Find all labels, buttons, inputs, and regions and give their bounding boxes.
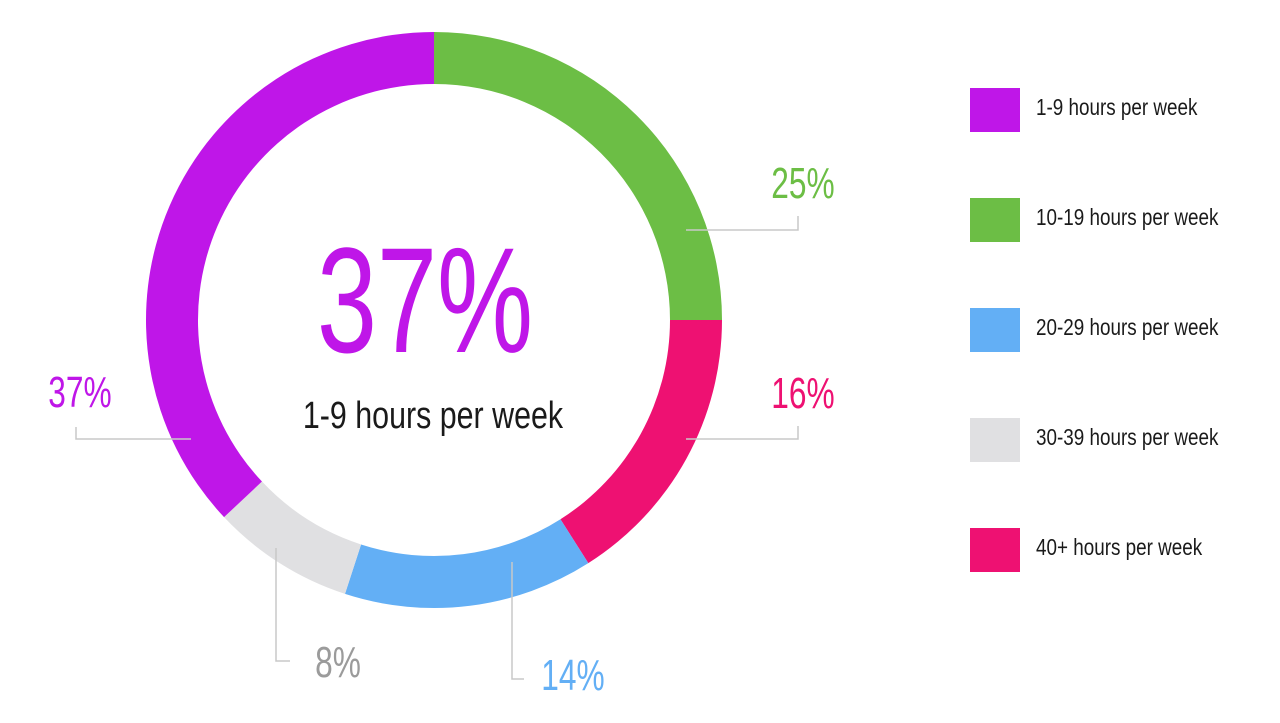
legend-label: 20-29 hours per week	[1036, 314, 1219, 340]
legend-label: 10-19 hours per week	[1036, 204, 1219, 230]
legend-label: 40+ hours per week	[1036, 534, 1203, 560]
legend-label: 1-9 hours per week	[1036, 94, 1198, 120]
legend-swatch	[970, 528, 1020, 572]
legend-swatch	[970, 198, 1020, 242]
slice-30-39	[224, 481, 362, 594]
legend-swatch	[970, 308, 1020, 352]
leader-line	[686, 426, 799, 440]
data-label: 37%	[48, 368, 111, 417]
legend-swatch	[970, 88, 1020, 132]
leader-line	[686, 216, 799, 231]
donut-slices	[146, 32, 722, 609]
data-labels: 25% 16% 14% 8% 37%	[48, 159, 834, 700]
data-label: 14%	[541, 651, 604, 700]
center-label: 1-9 hours per week	[303, 395, 564, 437]
leader-line	[75, 427, 191, 440]
legend-label: 30-39 hours per week	[1036, 424, 1219, 450]
leader-lines	[75, 216, 799, 680]
slice-10-19	[434, 32, 722, 320]
slice-40plus	[560, 320, 722, 564]
data-label: 25%	[771, 159, 834, 208]
slice-20-29	[345, 519, 589, 609]
legend-swatch	[970, 418, 1020, 462]
leader-line	[511, 562, 524, 680]
leader-line	[275, 548, 290, 662]
data-label: 8%	[315, 638, 361, 687]
data-label: 16%	[771, 369, 834, 418]
slice-1-9	[146, 32, 434, 518]
center-value: 37%	[317, 217, 533, 385]
